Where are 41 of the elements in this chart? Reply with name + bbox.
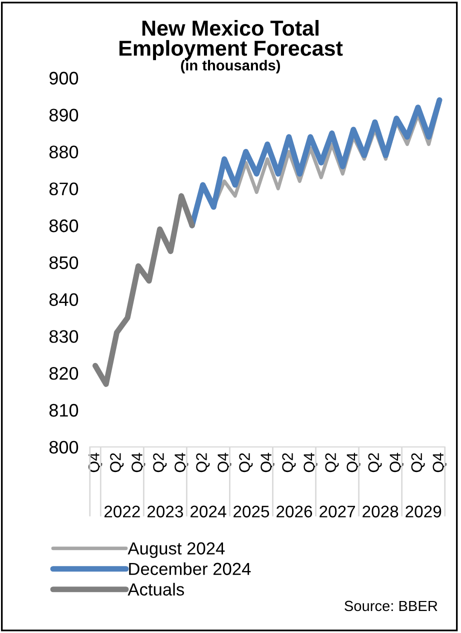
- text: 2029: [406, 506, 442, 518]
- y-tick-label: 810: [49, 404, 78, 417]
- x-tick-label: Q2: [110, 453, 124, 472]
- x-tick-label: Q2: [368, 453, 382, 472]
- y-tick-label: 850: [49, 256, 78, 270]
- x-tick-label: Q2: [153, 453, 167, 472]
- y-tick-label: 830: [49, 330, 78, 343]
- x-tick-label: Q2: [282, 453, 296, 472]
- text: 2022: [104, 506, 140, 518]
- chart-title: New Mexico Total Employment Forecast: [119, 20, 343, 60]
- legend-label: Actuals: [128, 582, 184, 596]
- text: 2028: [362, 506, 398, 518]
- text: 2026: [276, 506, 312, 518]
- text: 2023: [147, 506, 183, 518]
- text: 2024: [190, 506, 226, 518]
- x-tick-label: Q2: [196, 453, 210, 472]
- y-tick-label: 880: [49, 146, 78, 158]
- x-tick-label: Q2: [239, 453, 253, 472]
- chart-subtitle: (in thousands): [181, 60, 280, 74]
- x-tick-label: Q4: [390, 452, 404, 472]
- text: 2025: [234, 506, 270, 518]
- y-tick-label: 870: [49, 182, 78, 196]
- x-tick-label: Q4: [346, 452, 360, 472]
- x-tick-label: Q2: [325, 453, 339, 472]
- source-note: Source: BBER: [344, 600, 438, 612]
- y-tick-label: 840: [49, 293, 78, 306]
- x-tick-label: Q4: [304, 452, 318, 472]
- x-tick-label: Q2: [411, 453, 425, 472]
- y-tick-label: 900: [50, 72, 78, 85]
- x-tick-label: Q4: [432, 452, 446, 472]
- y-tick-label: 800: [49, 440, 78, 454]
- x-tick-label: Q4: [132, 452, 146, 472]
- y-tick-label: 890: [49, 108, 78, 122]
- text: 2027: [320, 506, 355, 518]
- x-tick-label: Q4: [218, 452, 232, 472]
- y-tick-label: 820: [49, 367, 78, 380]
- legend-label: August 2024: [128, 542, 225, 558]
- y-tick-label: 860: [49, 219, 78, 232]
- x-tick-label: Q4: [260, 452, 274, 472]
- legend-label: December 2024: [129, 562, 251, 576]
- x-tick-label: Q4: [174, 452, 188, 472]
